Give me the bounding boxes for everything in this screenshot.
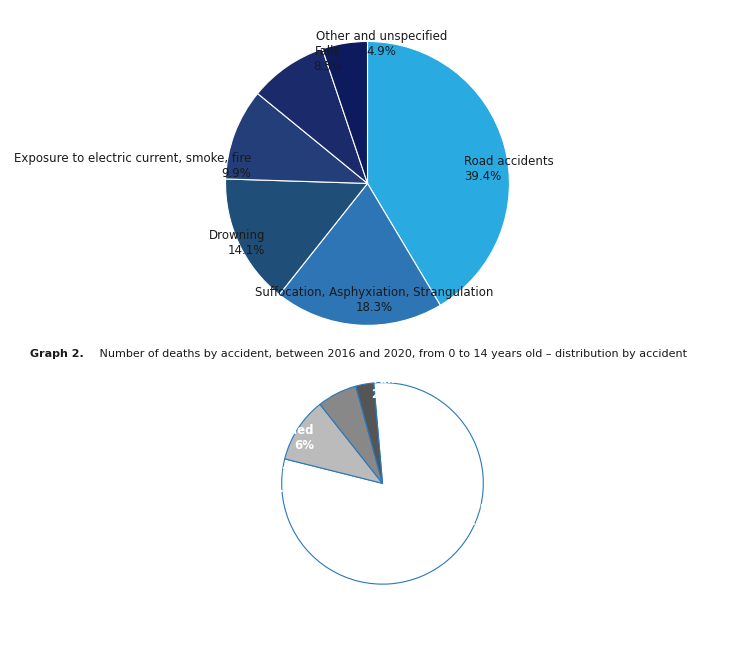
Text: Road accidents
39.4%: Road accidents 39.4% bbox=[464, 155, 554, 183]
Text: Graph 2.: Graph 2. bbox=[30, 349, 84, 359]
Wedge shape bbox=[282, 383, 483, 584]
Wedge shape bbox=[226, 179, 368, 295]
Text: Graph 3.: Graph 3. bbox=[30, 597, 84, 607]
Wedge shape bbox=[356, 383, 382, 483]
Wedge shape bbox=[368, 41, 509, 305]
Wedge shape bbox=[226, 93, 368, 183]
Wedge shape bbox=[279, 183, 440, 325]
Text: Exposure to electric current, smoke, fire
9.9%: Exposure to electric current, smoke, fir… bbox=[13, 152, 251, 180]
Text: Drowning
9.8%: Drowning 9.8% bbox=[240, 468, 304, 496]
Text: Number of deaths by accident, between 2016 and 2020, from 0 to 14 years old – di: Number of deaths by accident, between 20… bbox=[96, 349, 687, 359]
Wedge shape bbox=[257, 49, 368, 183]
Text: Other and unspecified
4.9%: Other and unspecified 4.9% bbox=[316, 31, 448, 59]
Text: Suffocation, Asphyxiation, Strangulation
18.3%: Suffocation, Asphyxiation, Strangulation… bbox=[256, 285, 494, 313]
Text: Road accidents
75.4%: Road accidents 75.4% bbox=[455, 500, 556, 528]
Wedge shape bbox=[285, 404, 382, 483]
Text: Number of deaths by accident, between 2016 and 2020, from 15 to 19 years old – d: Number of deaths by accident, between 20… bbox=[96, 597, 643, 619]
Text: Falls
2.7%: Falls 2.7% bbox=[371, 373, 404, 401]
Wedge shape bbox=[322, 41, 368, 183]
Text: Drowning
14.1%: Drowning 14.1% bbox=[209, 229, 266, 257]
Wedge shape bbox=[320, 386, 382, 483]
Text: Other and unspecified
6%: Other and unspecified 6% bbox=[166, 424, 314, 452]
Text: Falls
8.5%: Falls 8.5% bbox=[313, 44, 343, 72]
